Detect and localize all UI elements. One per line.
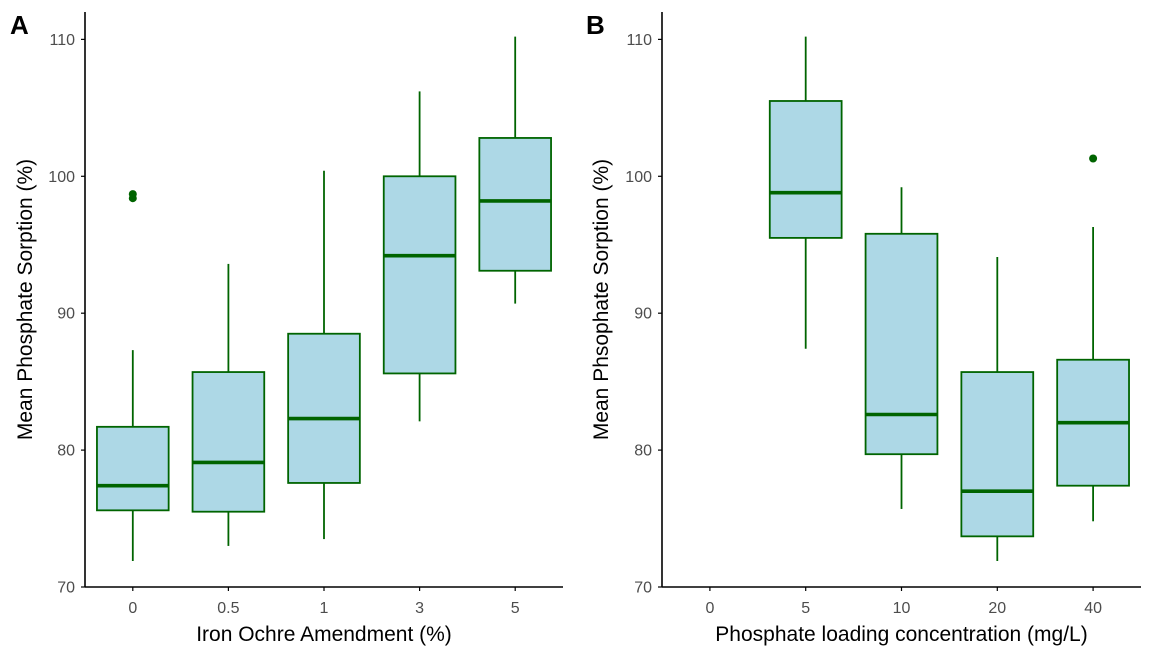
iqr-box — [478, 137, 552, 272]
y-tick-label: 80 — [57, 443, 75, 460]
x-tick-label: 5 — [801, 600, 810, 617]
iqr-box — [287, 332, 361, 484]
iqr-box — [96, 425, 170, 512]
y-tick-label: 100 — [48, 169, 75, 186]
box-40 — [1056, 154, 1130, 522]
panel-b: B 70 80 90 100 110 0 5 10 20 40 Mean Phsophate Sorp… — [586, 10, 1141, 646]
panel-label: B — [586, 10, 605, 40]
y-tick-label: 110 — [626, 32, 652, 49]
x-axis-title: Iron Ochre Amendment (%) — [196, 623, 452, 646]
box-5 — [478, 36, 552, 304]
panel-a: A 70 80 90 100 110 0 0.5 1 3 5 Mean Phosphate Sorpt… — [10, 10, 563, 646]
iqr-box — [191, 371, 266, 513]
x-tick-label: 0 — [705, 600, 714, 617]
y-tick-label: 80 — [634, 443, 652, 460]
iqr-box — [864, 232, 939, 456]
x-tick-label: 5 — [511, 600, 520, 617]
x-axis-title: Phosphate loading concentration (mg/L) — [715, 623, 1087, 646]
iqr-box — [382, 175, 457, 375]
x-tick-label: 40 — [1084, 600, 1102, 617]
x-tick-label: 10 — [893, 600, 911, 617]
x-tick-label: 1 — [320, 600, 329, 617]
box-20 — [960, 257, 1035, 561]
box-10 — [864, 187, 939, 509]
x-tick-label: 0 — [128, 600, 137, 617]
y-tick-label: 70 — [634, 580, 652, 597]
panel-label: A — [10, 10, 29, 40]
box-0 — [96, 190, 170, 561]
box-3 — [382, 91, 457, 422]
iqr-box — [960, 371, 1035, 538]
y-tick-label: 110 — [49, 32, 75, 49]
y-tick-label: 70 — [57, 580, 75, 597]
box-0.5 — [191, 263, 266, 546]
x-tick-label: 0.5 — [217, 600, 239, 617]
y-tick-label: 90 — [634, 306, 652, 323]
x-tick-label: 20 — [988, 600, 1006, 617]
box-1 — [287, 170, 361, 540]
box-5 — [768, 36, 843, 349]
outlier-point — [128, 190, 137, 199]
y-tick-label: 100 — [625, 169, 652, 186]
y-axis-title: Mean Phosphate Sorption (%) — [14, 159, 37, 440]
iqr-box — [768, 100, 843, 239]
y-tick-label: 90 — [57, 306, 75, 323]
outlier-point — [1089, 154, 1098, 163]
x-tick-label: 3 — [415, 600, 424, 617]
y-axis-title: Mean Phsophate Sorption (%) — [590, 159, 613, 440]
